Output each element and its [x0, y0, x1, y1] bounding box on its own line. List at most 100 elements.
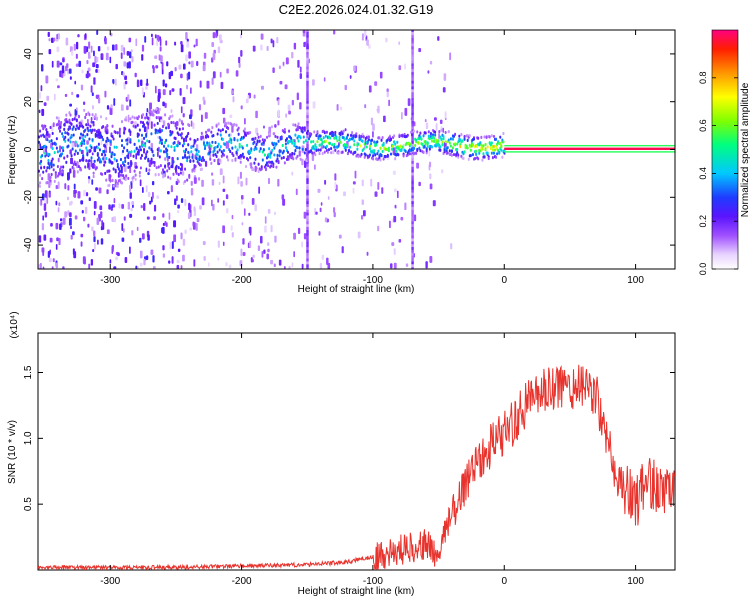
heatmap-cell — [83, 101, 86, 106]
heatmap-cell — [319, 134, 322, 138]
heatmap-cell — [62, 146, 65, 150]
heatmap-cell — [139, 250, 143, 259]
heatmap-cell — [399, 144, 402, 148]
heatmap-cell — [301, 241, 304, 248]
heatmap-cell — [427, 130, 430, 134]
heatmap-cell — [88, 197, 91, 202]
heatmap-cell — [89, 124, 92, 128]
heatmap-cell — [166, 148, 169, 153]
heatmap-cell — [233, 138, 236, 142]
heatmap-cell — [352, 134, 355, 138]
heatmap-cell — [249, 130, 252, 135]
heatmap-cell — [70, 157, 73, 165]
heatmap-cell — [187, 212, 191, 220]
heatmap-cell — [56, 237, 59, 242]
heatmap-cell — [324, 139, 327, 143]
heatmap-cell — [106, 105, 110, 110]
heatmap-cell — [184, 153, 187, 157]
heatmap-cell — [306, 215, 309, 219]
heatmap-cell — [118, 169, 121, 174]
heatmap-cell — [177, 180, 180, 184]
heatmap-cell — [398, 134, 401, 139]
heatmap-cell — [129, 130, 132, 134]
heatmap-cell — [71, 142, 75, 148]
heatmap-cell — [141, 44, 145, 52]
heatmap-cell — [107, 138, 110, 142]
colorbar-label: Normalized spectral amplitude — [740, 82, 750, 217]
heatmap-cell — [303, 211, 307, 219]
heatmap-cell — [426, 141, 429, 146]
heatmap-cell — [317, 148, 320, 152]
heatmap-cell — [491, 148, 494, 152]
heatmap-cell — [195, 156, 198, 161]
heatmap-cell — [370, 178, 373, 187]
heatmap-band — [504, 151, 675, 153]
heatmap-cell — [88, 263, 91, 269]
heatmap-cell — [333, 30, 336, 35]
heatmap-cell — [78, 136, 81, 140]
heatmap-cell — [148, 140, 151, 144]
heatmap-cell — [95, 166, 98, 170]
heatmap-cell — [143, 126, 147, 133]
heatmap-cell — [364, 30, 367, 38]
heatmap-cell — [219, 129, 222, 133]
heatmap-cell — [449, 144, 452, 148]
heatmap-cell — [386, 88, 389, 92]
heatmap-cell — [304, 139, 307, 143]
heatmap-cell — [164, 141, 167, 145]
heatmap-cell — [433, 136, 436, 140]
heatmap-cell — [169, 176, 172, 180]
heatmap-cell — [228, 133, 231, 137]
heatmap-cell — [426, 144, 429, 149]
heatmap-cell — [54, 173, 57, 177]
heatmap-cell — [165, 138, 168, 143]
heatmap-cell — [490, 151, 493, 155]
heatmap-cell — [40, 159, 43, 163]
heatmap-cell — [255, 127, 259, 134]
heatmap-cell — [317, 188, 321, 193]
heatmap-cell — [306, 163, 309, 167]
heatmap-cell — [55, 200, 58, 206]
heatmap-cell — [411, 31, 414, 35]
heatmap-cell — [121, 204, 125, 209]
y-tick-label: 0.5 — [23, 497, 34, 511]
heatmap-cell — [231, 90, 234, 95]
heatmap-cell — [55, 146, 58, 150]
heatmap-cell — [450, 149, 453, 153]
y-tick-label: 0 — [23, 146, 34, 152]
heatmap-cell — [95, 63, 99, 69]
heatmap-cell — [48, 257, 52, 263]
heatmap-cell — [211, 179, 215, 186]
heatmap-cell — [306, 201, 309, 205]
heatmap-cell — [201, 179, 204, 187]
heatmap-cell — [246, 143, 249, 148]
heatmap-cell — [99, 115, 102, 119]
heatmap-cell — [67, 144, 70, 148]
heatmap-cell — [482, 144, 485, 148]
heatmap-cell — [306, 31, 309, 35]
heatmap-cell — [134, 125, 137, 129]
heatmap-cell — [108, 183, 111, 187]
heatmap-cell — [306, 37, 309, 41]
heatmap-cell — [110, 154, 113, 159]
heatmap-cell — [248, 212, 251, 216]
heatmap-cell — [98, 187, 102, 194]
heatmap-cell — [97, 239, 99, 245]
heatmap-cell — [449, 137, 452, 141]
x-tick-label: 100 — [627, 275, 644, 286]
heatmap-cell — [218, 158, 221, 162]
heatmap-cell — [281, 143, 284, 148]
heatmap-cell — [153, 204, 157, 212]
heatmap-cell — [411, 186, 414, 190]
heatmap-cell — [221, 128, 224, 132]
heatmap-cell — [70, 154, 73, 158]
heatmap-cell — [90, 45, 93, 53]
heatmap-cell — [212, 52, 216, 61]
heatmap-cell — [442, 127, 445, 133]
heatmap-cell — [173, 145, 176, 150]
heatmap-cell — [62, 217, 66, 225]
heatmap-cell — [184, 198, 187, 207]
colorbar-gradient — [711, 29, 739, 270]
heatmap-cell — [184, 167, 187, 171]
heatmap-cell — [188, 51, 191, 59]
